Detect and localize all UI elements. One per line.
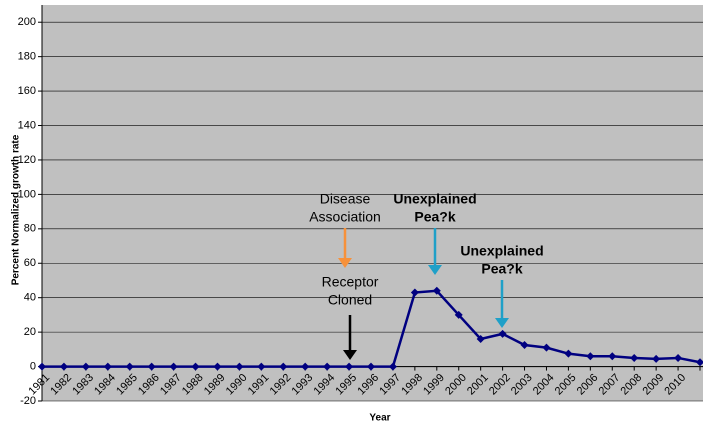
y-tick-label: 60 xyxy=(24,257,36,269)
data-point xyxy=(59,362,68,371)
data-point xyxy=(345,362,354,371)
data-point xyxy=(542,343,551,352)
y-axis-label: Percent Normalized growth rate xyxy=(11,134,22,285)
annotation-text: Unexplained xyxy=(460,243,543,259)
data-point xyxy=(213,362,222,371)
data-point xyxy=(257,362,266,371)
data-point xyxy=(388,362,397,371)
data-point xyxy=(476,335,485,344)
data-point xyxy=(498,329,507,338)
annotation-text: Pea?k xyxy=(414,209,455,225)
data-point xyxy=(301,362,310,371)
data-point xyxy=(147,362,156,371)
annotation-text: Cloned xyxy=(328,292,372,308)
data-point xyxy=(520,341,529,350)
y-tick-label: 40 xyxy=(24,292,36,304)
y-tick-label: 80 xyxy=(24,223,36,235)
data-point xyxy=(564,349,573,358)
data-point xyxy=(586,352,595,361)
data-point xyxy=(103,362,112,371)
data-point xyxy=(432,286,441,295)
annotation-text: Unexplained xyxy=(393,191,476,207)
y-tick-label: 140 xyxy=(18,119,36,131)
y-tick-label: -20 xyxy=(20,395,36,407)
data-point xyxy=(410,288,419,297)
annotation-text: Association xyxy=(309,209,381,225)
annotation-arrowhead xyxy=(343,350,357,360)
annotation-arrowhead xyxy=(495,318,509,328)
annotation-text: Pea?k xyxy=(481,261,522,277)
annotation-text: Receptor xyxy=(322,274,379,290)
data-point xyxy=(652,354,661,363)
y-tick-label: 100 xyxy=(18,188,36,200)
plot-area xyxy=(42,5,703,401)
data-point xyxy=(454,310,463,319)
annotation-arrowhead xyxy=(428,265,442,275)
y-tick-label: 0 xyxy=(30,360,36,372)
data-point xyxy=(630,353,639,362)
data-point xyxy=(38,362,46,371)
y-tick-label: 200 xyxy=(18,16,36,28)
data-point xyxy=(674,353,683,362)
data-point xyxy=(608,352,617,361)
data-point xyxy=(367,362,375,371)
data-point xyxy=(696,358,703,367)
data-point xyxy=(81,362,90,371)
data-point xyxy=(125,362,134,371)
data-point xyxy=(169,362,178,371)
data-point xyxy=(323,362,332,371)
data-point xyxy=(191,362,200,371)
y-tick-label: 160 xyxy=(18,85,36,97)
annotation-text: Disease xyxy=(320,191,371,207)
annotation-arrowhead xyxy=(338,258,352,268)
data-point xyxy=(279,362,288,371)
x-axis-label: Year xyxy=(369,413,390,424)
y-tick-label: 20 xyxy=(24,326,36,338)
y-tick-label: 180 xyxy=(18,51,36,63)
data-point xyxy=(235,362,244,371)
y-tick-label: 120 xyxy=(18,154,36,166)
